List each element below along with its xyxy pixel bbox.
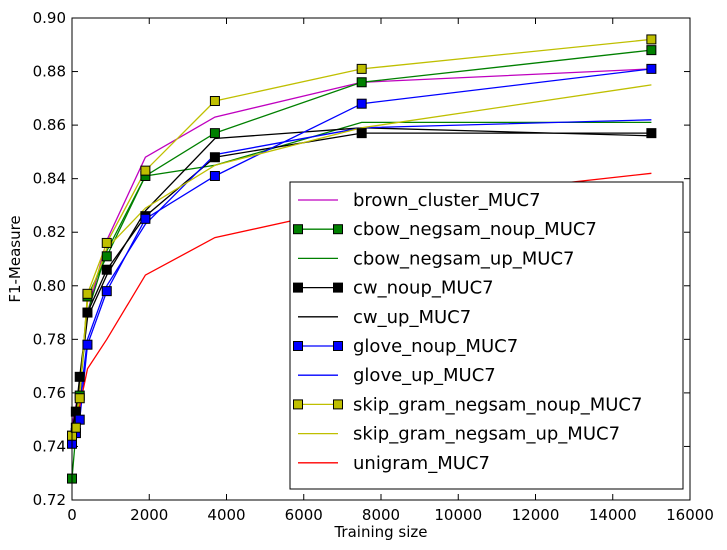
data-point-glove_noup_MUC7 <box>356 98 367 109</box>
x-tick-label: 14000 <box>589 506 637 524</box>
y-tick-label: 0.88 <box>33 63 66 81</box>
legend-label-brown_cluster_MUC7: brown_cluster_MUC7 <box>353 190 541 211</box>
legend-marker-right <box>333 341 343 351</box>
data-point-cw_noup_MUC7 <box>74 371 85 382</box>
data-point-cw_noup_MUC7 <box>209 152 220 163</box>
y-tick-label: 0.86 <box>33 116 66 134</box>
legend-marker-left <box>293 282 303 293</box>
y-tick-label: 0.84 <box>33 170 66 188</box>
legend-label-cw_up_MUC7: cw_up_MUC7 <box>353 307 471 328</box>
x-tick-label: 2000 <box>130 506 168 524</box>
tick-labels: 0 2000 4000 6000 8000 10000 12000 14000 16000 0.7… <box>33 9 714 524</box>
plot-frame <box>71 17 691 501</box>
legend-marker-right <box>333 399 343 410</box>
data-point-skip_gram_negsam_noup_MUC7 <box>646 34 657 45</box>
legend-marker-left <box>293 399 303 410</box>
legend-label-cbow_negsam_noup_MUC7: cbow_negsam_noup_MUC7 <box>353 219 597 240</box>
y-tick-label: 0.74 <box>33 437 66 455</box>
legend-label-glove_noup_MUC7: glove_noup_MUC7 <box>353 336 518 357</box>
data-point-skip_gram_negsam_noup_MUC7 <box>74 393 85 404</box>
legend-label-cw_noup_MUC7: cw_noup_MUC7 <box>353 278 494 299</box>
y-tick-label: 0.72 <box>33 491 66 509</box>
x-tick-label: 0 <box>67 506 77 524</box>
legend-marker-left <box>293 224 303 235</box>
legend-label-unigram_MUC7: unigram_MUC7 <box>353 453 490 474</box>
x-tick-label: 4000 <box>207 506 245 524</box>
data-point-cw_noup_MUC7 <box>356 128 367 139</box>
data-point-skip_gram_negsam_noup_MUC7 <box>209 96 220 107</box>
legend-marker-right <box>333 282 343 293</box>
data-point-glove_noup_MUC7 <box>209 170 220 181</box>
data-point-skip_gram_negsam_noup_MUC7 <box>356 63 367 74</box>
legend-marker-right <box>333 224 343 235</box>
data-point-skip_gram_negsam_noup_MUC7 <box>70 422 81 433</box>
x-tick-label: 12000 <box>512 506 560 524</box>
x-tick-label: 8000 <box>362 506 400 524</box>
data-point-cbow_negsam_noup_MUC7 <box>101 251 112 262</box>
legend-box <box>289 181 684 490</box>
data-point-cbow_negsam_noup_MUC7 <box>646 45 657 56</box>
data-point-skip_gram_negsam_noup_MUC7 <box>101 237 112 248</box>
y-tick-label: 0.76 <box>33 384 66 402</box>
x-axis-label: Training size <box>333 523 427 541</box>
data-point-cw_noup_MUC7 <box>101 264 112 275</box>
data-point-cbow_negsam_noup_MUC7 <box>356 77 367 88</box>
legend-label-glove_up_MUC7: glove_up_MUC7 <box>353 365 496 386</box>
legend-label-skip_gram_negsam_noup_MUC7: skip_gram_negsam_noup_MUC7 <box>353 394 642 415</box>
x-tick-label: 10000 <box>434 506 482 524</box>
data-point-cw_noup_MUC7 <box>82 307 93 318</box>
y-tick-label: 0.90 <box>33 9 66 27</box>
x-tick-label: 16000 <box>666 506 714 524</box>
data-point-glove_noup_MUC7 <box>140 213 151 224</box>
x-tick-label: 6000 <box>285 506 323 524</box>
data-point-skip_gram_negsam_noup_MUC7 <box>140 165 151 176</box>
series-markers <box>67 34 657 484</box>
y-tick-label: 0.82 <box>33 223 66 241</box>
data-point-cw_noup_MUC7 <box>646 128 657 139</box>
y-tick-label: 0.78 <box>33 330 66 348</box>
legend-label-cbow_negsam_up_MUC7: cbow_negsam_up_MUC7 <box>353 248 574 269</box>
data-point-glove_noup_MUC7 <box>101 286 112 297</box>
legend: brown_cluster_MUC7 cbow_negsam_noup_MUC7c… <box>289 181 684 490</box>
data-point-glove_noup_MUC7 <box>82 339 93 350</box>
legend-marker-left <box>293 341 303 351</box>
data-point-glove_noup_MUC7 <box>646 63 657 74</box>
y-tick-label: 0.80 <box>33 277 66 295</box>
legend-label-skip_gram_negsam_up_MUC7: skip_gram_negsam_up_MUC7 <box>353 424 620 445</box>
data-point-cbow_negsam_noup_MUC7 <box>209 128 220 139</box>
data-point-skip_gram_negsam_noup_MUC7 <box>82 288 93 299</box>
y-axis-label: F1-Measure <box>6 215 24 302</box>
